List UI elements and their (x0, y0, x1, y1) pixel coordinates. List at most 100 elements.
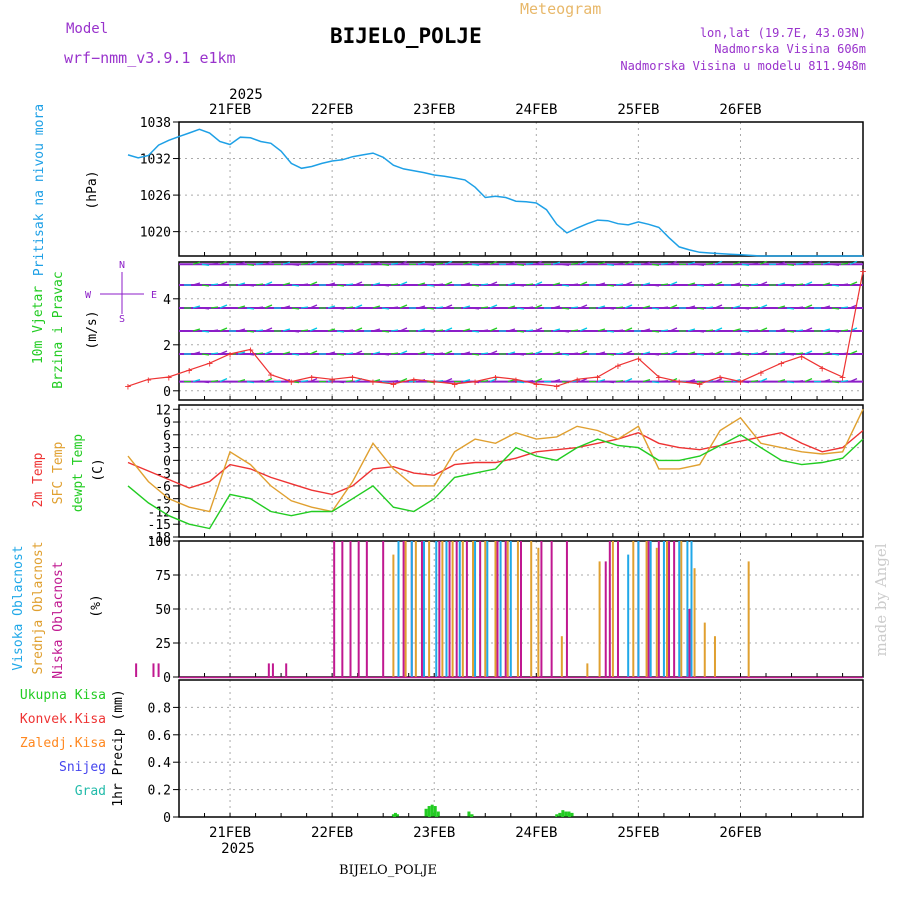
wind-barb (570, 306, 579, 309)
pressure-line (127, 128, 863, 257)
y-tick-label: -12 (148, 505, 171, 520)
wind-barb (624, 327, 633, 332)
wind-marker: + (798, 350, 805, 363)
wind-barb (669, 260, 678, 265)
wind-barb (849, 260, 858, 265)
wind-marker: + (125, 380, 132, 393)
wind-barb (651, 284, 660, 287)
wind-marker: + (165, 371, 172, 384)
cloud-bar (455, 541, 458, 677)
wind-barb (399, 378, 408, 383)
wind-barb (291, 307, 300, 310)
y-tick-label: 0 (163, 811, 171, 826)
wind-barb (570, 283, 579, 286)
wind-barb (210, 283, 219, 286)
wind-barb (444, 281, 453, 286)
wind-barb (480, 262, 489, 265)
wind-marker: + (390, 378, 397, 391)
wind-barb (804, 350, 813, 355)
wind-barb (552, 261, 561, 265)
wind-barb (732, 351, 741, 355)
wind-barb (615, 352, 624, 355)
wind-barb (426, 284, 435, 287)
compass-s: S (119, 314, 125, 325)
wind-ylabel: 10m Vjetar (31, 286, 46, 364)
wind-barb (516, 330, 525, 333)
wind-barb (264, 350, 273, 355)
x-bottom-label: 26FEB (719, 825, 761, 841)
wind-marker: + (819, 362, 826, 375)
wind-barb (246, 353, 255, 356)
cloud-bar (611, 541, 614, 677)
precip-legend-item: Konvek.Kisa (20, 712, 106, 727)
wind-barb (579, 378, 588, 383)
wind-barb (417, 305, 426, 309)
wind-marker: + (574, 373, 581, 386)
x-top-label: 22FEB (311, 102, 353, 118)
wind-barb (381, 380, 390, 384)
x-year-top: 2025 (229, 87, 263, 103)
wind-barb (561, 353, 570, 356)
wind-barb (822, 305, 831, 309)
wind-barb (300, 306, 309, 309)
cloud-bar (713, 636, 716, 677)
wind-barb (525, 306, 534, 309)
wind-barb (210, 352, 219, 355)
wind-barb (714, 304, 723, 309)
precip-bar (430, 804, 434, 817)
wind-barb (471, 263, 480, 266)
cloud-bar (474, 541, 477, 677)
wind-barb (462, 328, 471, 332)
cloud-bar (357, 541, 360, 677)
wind-barb (786, 307, 795, 310)
wind-barb (624, 304, 633, 309)
wind-barb (660, 352, 669, 355)
cloud-bar (509, 541, 512, 677)
cloud-bar (550, 541, 553, 677)
wind-barb (192, 351, 201, 355)
temp-ylabel-dewpt: dewpt Temp (71, 434, 86, 512)
precip-bar (393, 812, 397, 817)
wind-barb (705, 262, 714, 265)
wind-barb (192, 305, 201, 309)
wind-barb (480, 329, 489, 332)
wind-barb (399, 304, 408, 309)
wind-barb (417, 282, 426, 286)
wind-barb (642, 261, 651, 265)
wind-barb (399, 327, 408, 332)
wind-barb (219, 281, 228, 286)
compass-n: N (119, 260, 125, 271)
cloud-bar (649, 541, 652, 677)
cloud-bar (465, 541, 468, 677)
cloud-bar (135, 663, 138, 677)
wind-barb (534, 378, 543, 383)
wind-barb (345, 262, 354, 265)
cloud-bar (673, 541, 676, 677)
wind-barb (660, 379, 669, 383)
wind-barb (687, 351, 696, 355)
cloud-bar (690, 541, 693, 677)
wind-barb (696, 330, 705, 333)
precip-bar (561, 810, 565, 817)
wind-barb (300, 329, 309, 332)
y-tick-label: 1032 (140, 153, 171, 168)
cloud-bar (382, 541, 385, 677)
compass-e: E (151, 290, 157, 301)
wind-barb (399, 350, 408, 355)
wind-barb (831, 330, 840, 333)
wind-marker: + (492, 371, 499, 384)
wind-barb (327, 305, 336, 309)
wind-barb (264, 260, 273, 265)
wind-marker: + (615, 360, 622, 373)
wind-barb (732, 282, 741, 286)
wind-barb (624, 281, 633, 286)
wind-barb (282, 305, 291, 309)
wind-barb (327, 378, 336, 383)
wind-barb (336, 284, 345, 287)
wind-barb (336, 380, 345, 384)
wind-barb (489, 378, 498, 383)
wind-barb (777, 328, 786, 332)
cloud-bar (428, 541, 431, 677)
y-tick-label: 75 (155, 569, 171, 584)
y-tick-label: 1038 (140, 116, 171, 131)
